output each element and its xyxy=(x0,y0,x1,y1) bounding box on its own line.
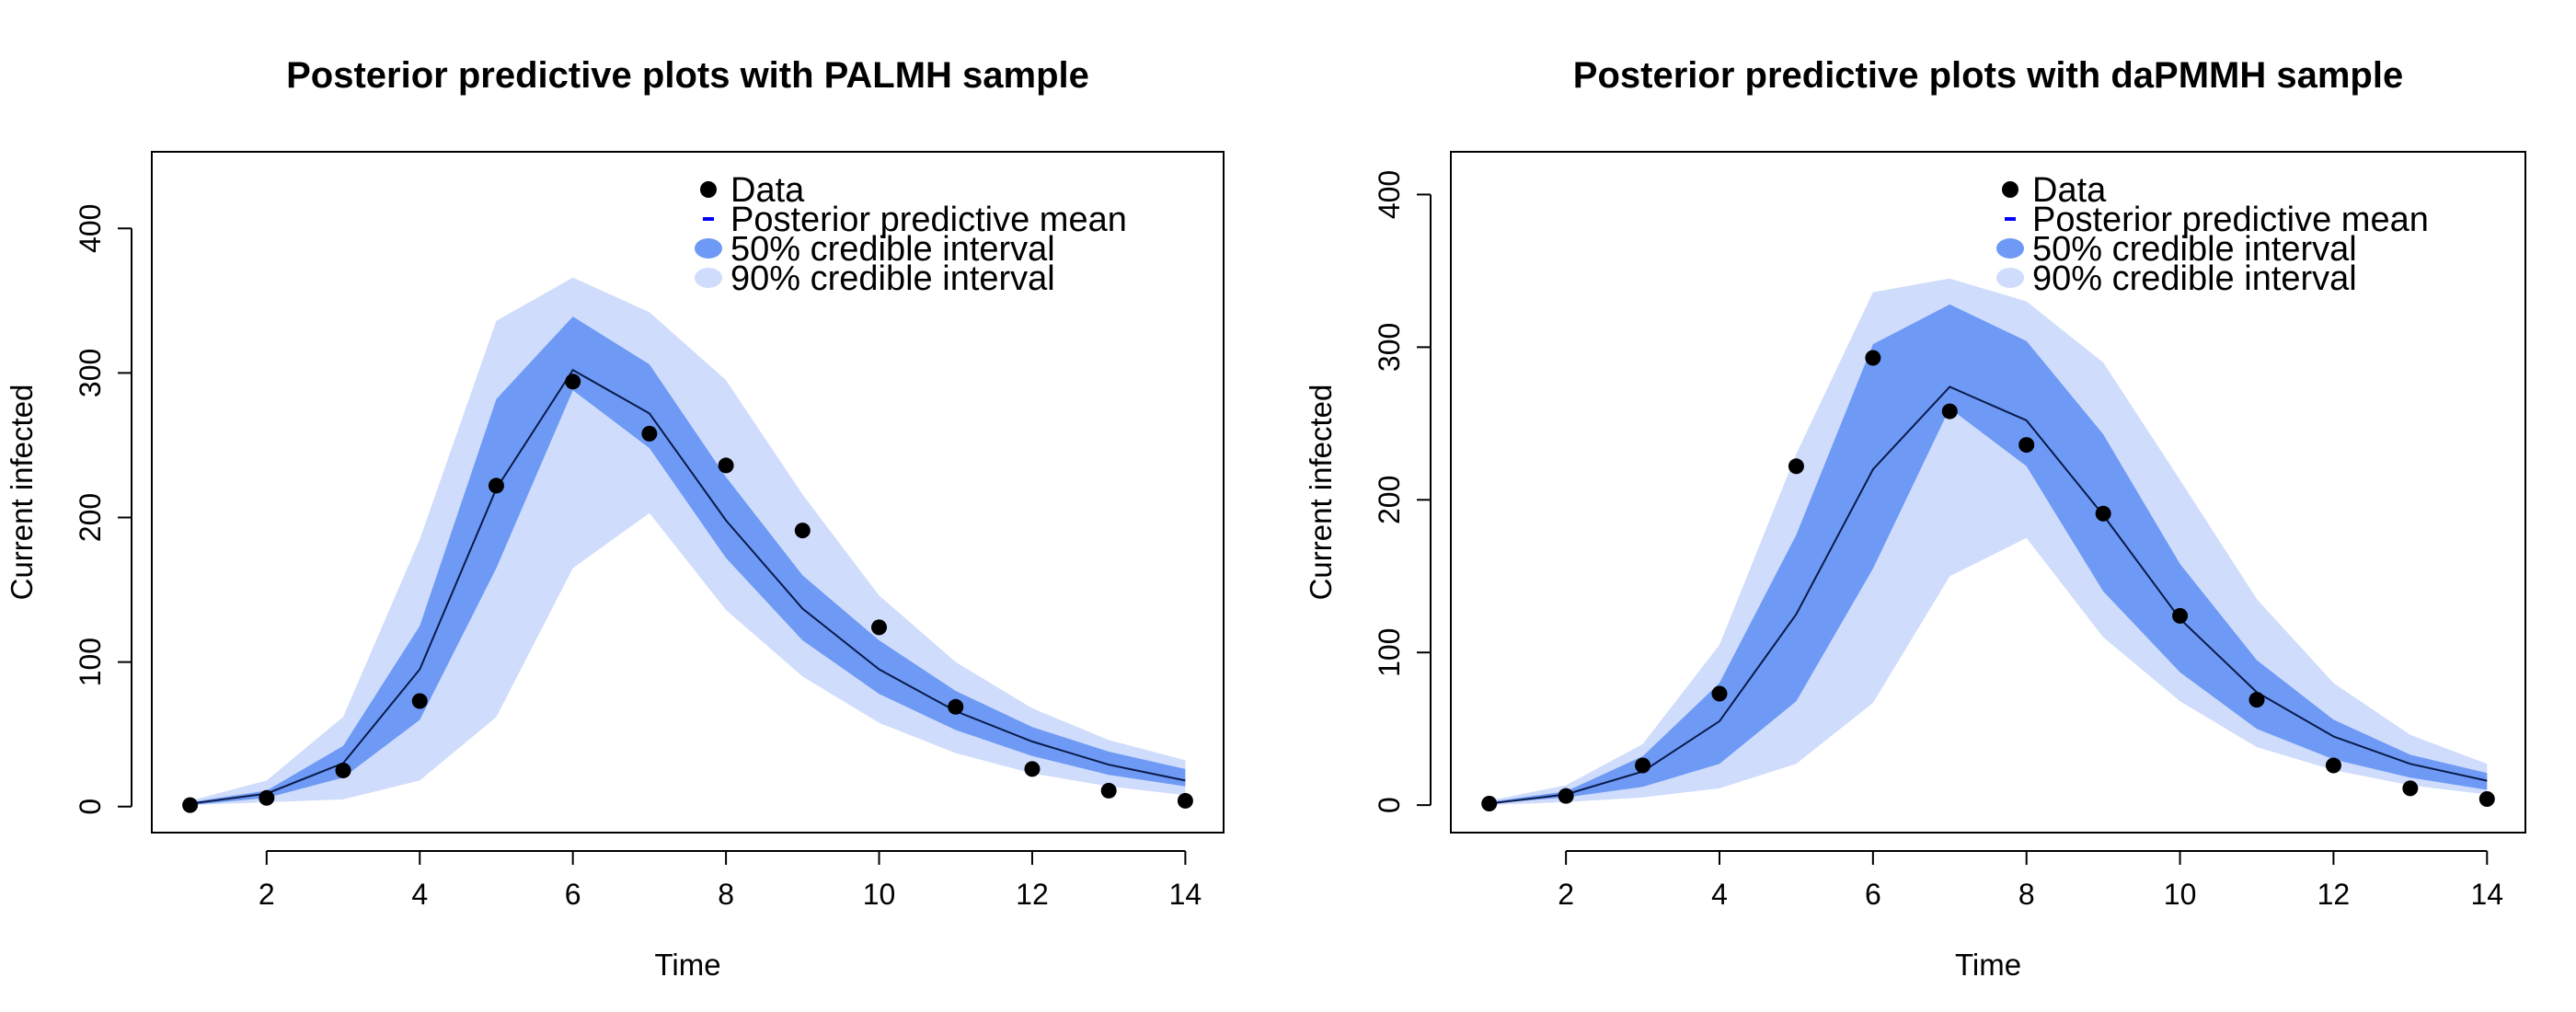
data-point xyxy=(1635,757,1651,774)
legend-ci90-marker xyxy=(695,268,722,288)
y-tick-label: 100 xyxy=(1373,628,1406,677)
data-point xyxy=(488,477,504,494)
data-point xyxy=(794,523,811,539)
legend-label-ci50: 50% credible interval xyxy=(2032,230,2357,269)
ci50-band xyxy=(1489,304,2488,804)
y-tick-label: 0 xyxy=(1373,797,1406,813)
chart-title: Posterior predictive plots with PALMH sa… xyxy=(286,55,1089,96)
legend-label-data: Data xyxy=(2032,171,2107,210)
legend: Data Posterior predictive mean 50% credi… xyxy=(1996,171,2429,298)
ci90-band xyxy=(190,277,1186,806)
data-point xyxy=(1100,782,1117,799)
data-point xyxy=(948,698,964,715)
data-point xyxy=(2248,692,2265,708)
legend-label-ci50: 50% credible interval xyxy=(730,230,1055,269)
x-tick-label: 12 xyxy=(2317,878,2351,911)
mean-line xyxy=(190,368,1186,805)
y-tick-label: 100 xyxy=(74,638,107,686)
legend-data-marker xyxy=(700,181,717,198)
y-tick-label: 0 xyxy=(74,799,107,815)
data-point xyxy=(641,425,658,442)
legend-ci90-marker xyxy=(1996,268,2024,288)
mean-line xyxy=(1489,385,2488,805)
data-point xyxy=(565,374,581,390)
data-point xyxy=(1711,685,1728,702)
legend-ci50-marker xyxy=(695,238,722,259)
x-tick-label: 12 xyxy=(1016,878,1049,911)
y-tick-label: 300 xyxy=(74,349,107,397)
chart-title: Posterior predictive plots with daPMMH s… xyxy=(1573,55,2403,96)
ci50-band xyxy=(190,316,1186,806)
x-tick-label: 8 xyxy=(2018,878,2035,911)
data-point xyxy=(2478,790,2495,807)
data-point xyxy=(1865,350,1881,366)
data-point xyxy=(2095,505,2111,522)
x-tick-label: 10 xyxy=(2164,878,2197,911)
data-point xyxy=(2325,757,2341,774)
chart-panel-dapmmh: Posterior predictive plots with daPMMH s… xyxy=(1304,55,2526,982)
legend-label-ci90: 90% credible interval xyxy=(730,259,1055,298)
legend-data-marker xyxy=(2002,181,2018,198)
data-point xyxy=(335,762,351,778)
x-tick-label: 10 xyxy=(863,878,896,911)
x-tick-label: 6 xyxy=(1865,878,1881,911)
chart-panel-palmh: Posterior predictive plots with PALMH sa… xyxy=(5,55,1225,982)
x-tick-label: 14 xyxy=(2470,878,2503,911)
data-point xyxy=(1024,761,1041,777)
plot-area: 2 4 6 8 10 12 14 0 100 200 300 400 xyxy=(1373,151,2526,911)
x-tick-label: 6 xyxy=(565,878,581,911)
plot-frame xyxy=(151,151,1225,834)
plot-frame xyxy=(1450,151,2526,834)
y-axis-label: Current infected xyxy=(5,385,39,601)
legend-label-ci90: 90% credible interval xyxy=(2032,259,2357,298)
x-axis-label: Time xyxy=(1955,948,2021,982)
data-point xyxy=(1558,788,1574,804)
x-axis-label: Time xyxy=(654,948,720,982)
y-tick-label: 400 xyxy=(74,204,107,253)
data-point xyxy=(182,797,199,813)
legend: Data Posterior predictive mean 50% credi… xyxy=(695,171,1127,298)
x-tick-label: 14 xyxy=(1169,878,1202,911)
data-point xyxy=(259,789,275,806)
data-point xyxy=(2402,780,2419,797)
data-point xyxy=(1177,792,1193,809)
y-tick-label: 400 xyxy=(1373,170,1406,219)
legend-label-mean: Posterior predictive mean xyxy=(2032,201,2429,239)
y-tick-label: 300 xyxy=(1373,323,1406,372)
legend-ci50-marker xyxy=(1996,238,2024,259)
data-point xyxy=(2172,607,2189,624)
data-point xyxy=(1788,458,1804,475)
y-tick-label: 200 xyxy=(1373,476,1406,524)
data-point xyxy=(718,457,734,474)
legend-label-mean: Posterior predictive mean xyxy=(730,201,1127,239)
data-point xyxy=(1941,403,1958,420)
plot-area: 2 4 6 8 10 12 14 0 100 200 300 400 xyxy=(74,151,1225,911)
x-tick-label: 4 xyxy=(1711,878,1728,911)
y-tick-label: 200 xyxy=(74,493,107,542)
data-point xyxy=(1481,795,1498,811)
y-axis-label: Current infected xyxy=(1304,385,1338,601)
x-tick-label: 8 xyxy=(718,878,734,911)
x-tick-label: 2 xyxy=(1558,878,1574,911)
x-tick-label: 2 xyxy=(259,878,275,911)
data-point xyxy=(871,619,888,636)
data-point xyxy=(2018,437,2035,454)
x-tick-label: 4 xyxy=(411,878,428,911)
data-point xyxy=(411,693,428,709)
legend-label-data: Data xyxy=(730,171,805,210)
